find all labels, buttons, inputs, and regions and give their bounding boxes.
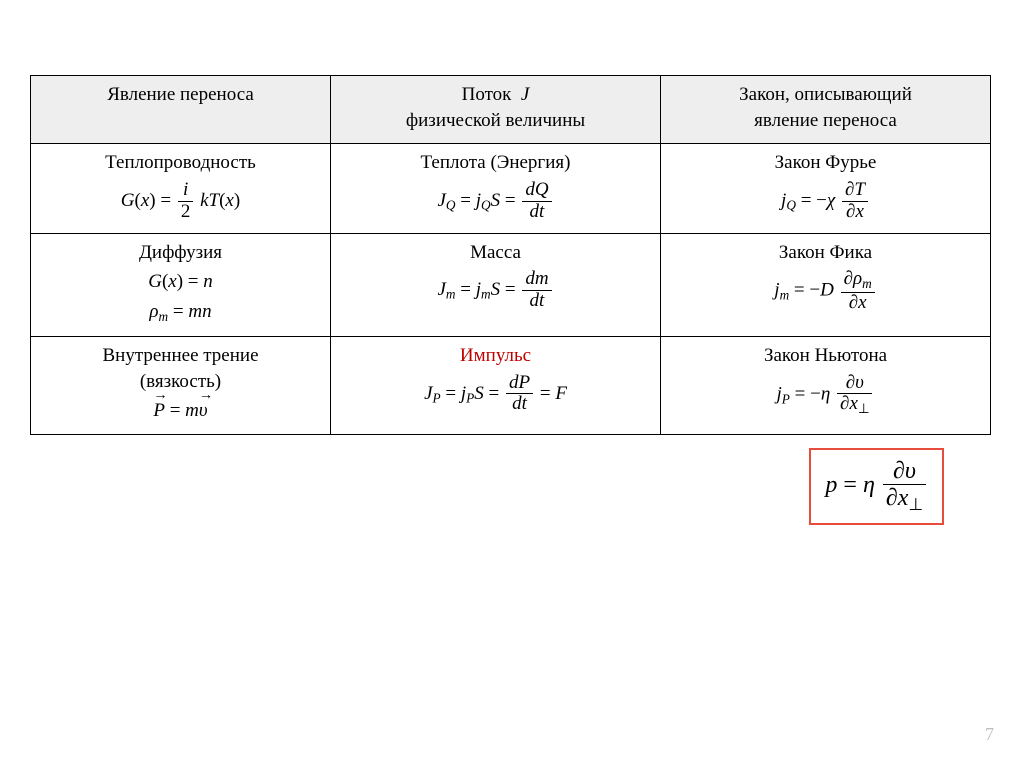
cell-phenomenon: Теплопроводность G(x) = i2 kT(x) — [31, 144, 331, 233]
header-law: Закон, описывающий явление переноса — [661, 76, 991, 144]
flux-title: Импульс — [460, 345, 531, 366]
header-text: Явление переноса — [107, 84, 254, 105]
page-number: 7 — [985, 724, 994, 745]
boxed-equation: p = η ∂υ ∂x⊥ — [809, 448, 944, 525]
cell-flux: Масса Jm = jmS = dmdt — [331, 233, 661, 336]
cell-flux: Теплота (Энергия) JQ = jQS = dQdt — [331, 144, 661, 233]
table-header-row: Явление переноса Поток J физической вели… — [31, 76, 991, 144]
cell-phenomenon: Внутреннее трение (вязкость) P = mυ — [31, 336, 331, 434]
header-flux: Поток J физической величины — [331, 76, 661, 144]
header-text: Закон, описывающий — [739, 84, 912, 105]
table-row: Диффузия G(x) = n ρm = mn Масса Jm = jmS… — [31, 233, 991, 336]
law-title: Закон Фика — [779, 242, 872, 263]
header-text: явление переноса — [754, 110, 897, 131]
law-title: Закон Ньютона — [764, 345, 887, 366]
equation: JP = jPS = dPdt = F — [339, 373, 652, 416]
equation: JQ = jQS = dQdt — [339, 180, 652, 223]
equation: G(x) = n — [39, 269, 322, 295]
phenomenon-title: Теплопроводность — [105, 152, 256, 173]
cell-law: Закон Ньютона jP = −η ∂υ ∂x⊥ — [661, 336, 991, 434]
header-text: Поток — [462, 84, 512, 105]
flux-title: Теплота (Энергия) — [421, 152, 571, 173]
equation: jP = −η ∂υ ∂x⊥ — [669, 373, 982, 418]
table-row: Теплопроводность G(x) = i2 kT(x) Теплота… — [31, 144, 991, 233]
flux-title: Масса — [470, 242, 521, 263]
cell-phenomenon: Диффузия G(x) = n ρm = mn — [31, 233, 331, 336]
phenomenon-title: Диффузия — [139, 242, 222, 263]
transport-phenomena-table: Явление переноса Поток J физической вели… — [30, 75, 991, 435]
header-phenomenon: Явление переноса — [31, 76, 331, 144]
header-text: физической величины — [406, 110, 585, 131]
law-title: Закон Фурье — [775, 152, 877, 173]
table-row: Внутреннее трение (вязкость) P = mυ Импу… — [31, 336, 991, 434]
equation: Jm = jmS = dmdt — [339, 269, 652, 312]
equation: jm = −D ∂ρm∂x — [669, 269, 982, 314]
equation: P = mυ — [39, 398, 322, 424]
cell-law: Закон Фика jm = −D ∂ρm∂x — [661, 233, 991, 336]
equation: ρm = mn — [39, 299, 322, 326]
cell-law: Закон Фурье jQ = −χ ∂T∂x — [661, 144, 991, 233]
equation: jQ = −χ ∂T∂x — [669, 180, 982, 223]
phenomenon-title: Внутреннее трение — [103, 345, 259, 366]
equation: G(x) = i2 kT(x) — [39, 180, 322, 223]
header-symbol: J — [521, 84, 529, 105]
cell-flux: Импульс JP = jPS = dPdt = F — [331, 336, 661, 434]
